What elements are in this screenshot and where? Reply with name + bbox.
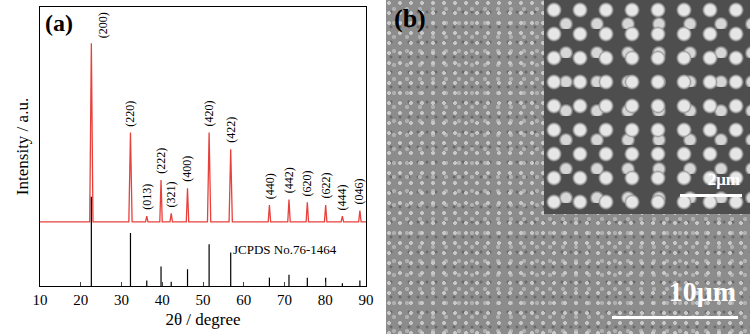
svg-text:(013): (013)	[140, 184, 154, 210]
svg-text:50: 50	[196, 292, 211, 308]
svg-text:(046): (046)	[352, 178, 366, 204]
svg-text:(442): (442)	[282, 167, 296, 193]
svg-text:(220): (220)	[123, 101, 137, 127]
svg-text:(400): (400)	[180, 156, 194, 182]
svg-text:30: 30	[114, 292, 129, 308]
svg-text:90: 90	[359, 292, 374, 308]
svg-text:70: 70	[277, 292, 292, 308]
svg-text:20: 20	[73, 292, 88, 308]
svg-text:(440): (440)	[263, 173, 277, 199]
svg-text:10: 10	[33, 292, 48, 308]
svg-text:2θ / degree: 2θ / degree	[165, 310, 240, 329]
html-text:2μm: 2μm	[707, 170, 740, 189]
svg-text:(200): (200)	[96, 12, 110, 38]
html-text:10μm: 10μm	[668, 276, 736, 307]
svg-text:60: 60	[236, 292, 251, 308]
svg-text:(622): (622)	[319, 173, 333, 199]
svg-text:JCPDS No.76-1464: JCPDS No.76-1464	[233, 242, 337, 257]
html-text:(b): (b)	[394, 4, 426, 33]
svg-text:(321): (321)	[164, 182, 178, 208]
svg-text:(620): (620)	[300, 170, 314, 196]
svg-text:Intensity / a.u.: Intensity / a.u.	[13, 98, 32, 195]
svg-text:80: 80	[318, 292, 333, 308]
svg-text:(444): (444)	[335, 184, 349, 210]
svg-text:(420): (420)	[202, 100, 216, 126]
svg-text:(222): (222)	[154, 148, 168, 174]
svg-text:(422): (422)	[224, 117, 238, 143]
svg-text:(a): (a)	[45, 10, 73, 36]
svg-text:40: 40	[155, 292, 170, 308]
